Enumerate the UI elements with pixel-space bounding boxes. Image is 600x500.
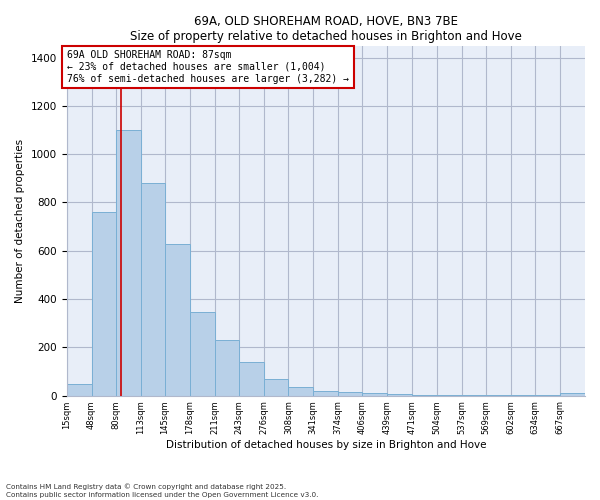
Bar bbox=[264, 378, 288, 396]
Title: 69A, OLD SHOREHAM ROAD, HOVE, BN3 7BE
Size of property relative to detached hous: 69A, OLD SHOREHAM ROAD, HOVE, BN3 7BE Si… bbox=[130, 15, 522, 43]
Y-axis label: Number of detached properties: Number of detached properties bbox=[15, 138, 25, 302]
Bar bbox=[239, 362, 264, 396]
Bar bbox=[92, 212, 116, 396]
Bar bbox=[67, 384, 92, 396]
Bar bbox=[313, 391, 338, 396]
Text: 69A OLD SHOREHAM ROAD: 87sqm
← 23% of detached houses are smaller (1,004)
76% of: 69A OLD SHOREHAM ROAD: 87sqm ← 23% of de… bbox=[67, 50, 349, 84]
Bar bbox=[338, 392, 362, 396]
X-axis label: Distribution of detached houses by size in Brighton and Hove: Distribution of detached houses by size … bbox=[166, 440, 486, 450]
Bar bbox=[215, 340, 239, 396]
Bar bbox=[362, 393, 388, 396]
Bar bbox=[388, 394, 412, 396]
Bar bbox=[190, 312, 215, 396]
Bar bbox=[116, 130, 141, 396]
Bar bbox=[288, 387, 313, 396]
Bar bbox=[165, 244, 190, 396]
Bar bbox=[412, 395, 437, 396]
Bar bbox=[560, 393, 585, 396]
Text: Contains HM Land Registry data © Crown copyright and database right 2025.
Contai: Contains HM Land Registry data © Crown c… bbox=[6, 484, 319, 498]
Bar bbox=[141, 183, 165, 396]
